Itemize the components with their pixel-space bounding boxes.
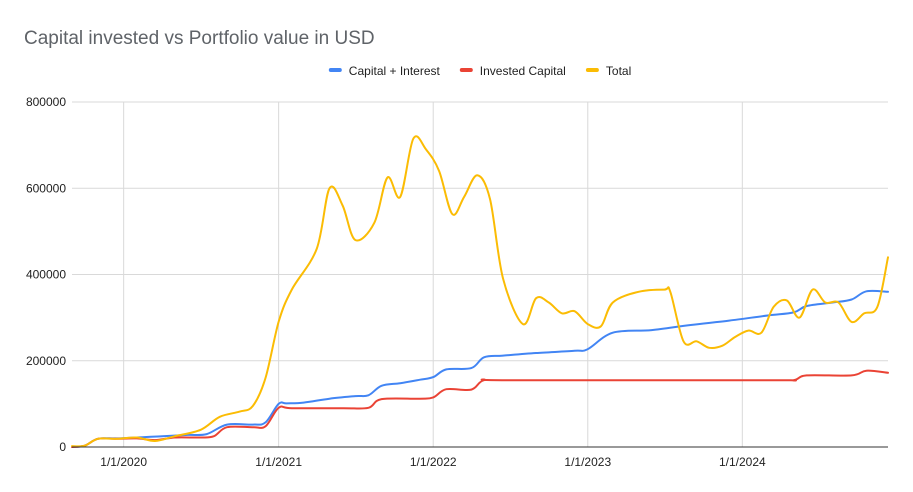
legend-swatch <box>328 68 342 72</box>
y-tick-label: 800000 <box>26 95 66 109</box>
y-axis-ticks: 0 200000 400000 600000 800000 <box>26 95 66 454</box>
x-tick-label: 1/1/2024 <box>719 455 766 469</box>
x-tick-label: 1/1/2023 <box>564 455 611 469</box>
legend-item-invested-capital: Invested Capital <box>459 64 566 78</box>
x-axis-ticks: 1/1/2020 1/1/2021 1/1/2022 1/1/2023 1/1/2024 <box>100 455 766 469</box>
x-tick-label: 1/1/2022 <box>410 455 457 469</box>
legend-label: Total <box>606 64 631 78</box>
legend-item-capital-interest: Capital + Interest <box>328 64 441 78</box>
series-line-capital-interest <box>71 289 889 448</box>
legend: Capital + Interest Invested Capital Total <box>328 64 631 78</box>
y-tick-label: 200000 <box>26 354 66 368</box>
x-tick-label: 1/1/2021 <box>255 455 302 469</box>
series-group <box>71 135 889 448</box>
legend-swatch <box>459 68 473 72</box>
gridlines <box>72 101 888 447</box>
legend-label: Invested Capital <box>480 64 566 78</box>
legend-label: Capital + Interest <box>349 64 441 78</box>
chart-title: Capital invested vs Portfolio value in U… <box>24 28 375 49</box>
y-tick-label: 600000 <box>26 181 66 195</box>
legend-swatch <box>585 68 599 72</box>
y-tick-label: 0 <box>59 440 66 454</box>
y-tick-label: 400000 <box>26 268 66 282</box>
series-line-total <box>71 135 889 448</box>
legend-item-total: Total <box>585 64 631 78</box>
x-tick-label: 1/1/2020 <box>100 455 147 469</box>
